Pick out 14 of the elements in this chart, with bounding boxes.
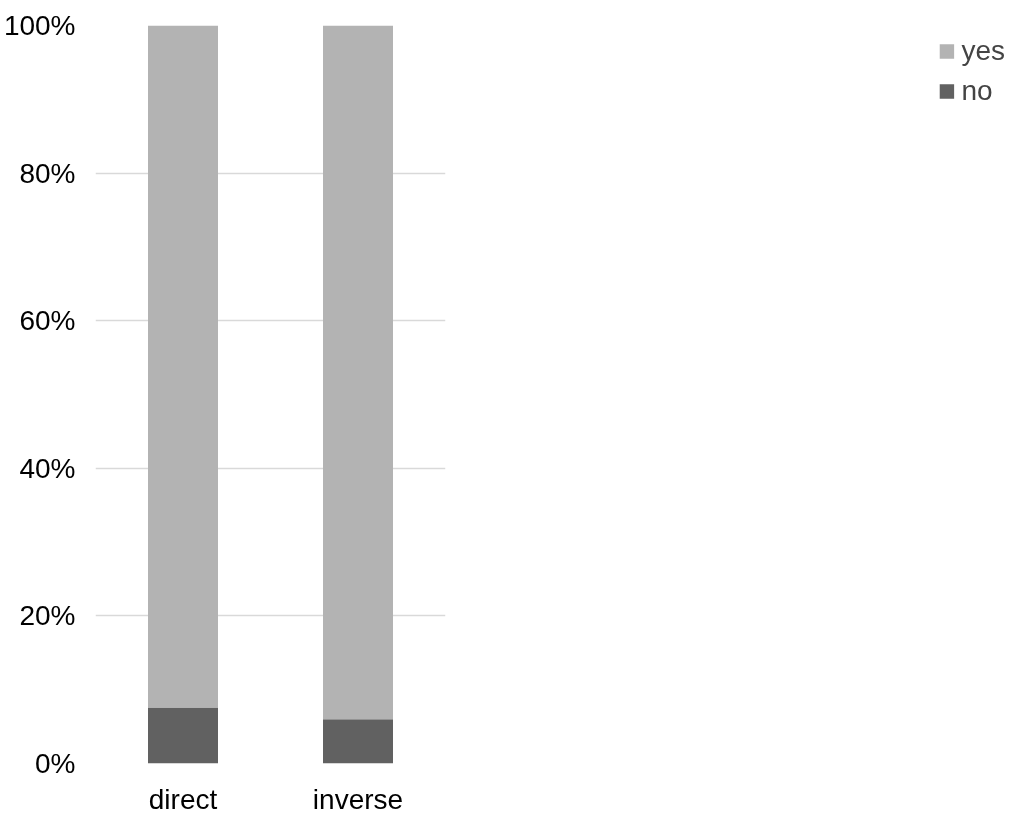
- legend-label: yes: [961, 35, 1005, 67]
- bar: [148, 707, 218, 764]
- bar: [148, 25, 218, 708]
- y-tick-label: 60%: [19, 305, 76, 337]
- x-tick-label: inverse: [312, 783, 404, 815]
- y-tick-label: 80%: [19, 157, 76, 189]
- y-tick-label: 20%: [19, 600, 76, 632]
- legend-label: no: [961, 75, 993, 107]
- y-tick-label: 0%: [35, 748, 76, 779]
- x-tick-label: direct: [148, 783, 218, 815]
- y-tick-label: 40%: [19, 452, 76, 484]
- bar: [323, 25, 393, 720]
- bar: [323, 719, 393, 764]
- y-tick-label: 100%: [3, 10, 76, 41]
